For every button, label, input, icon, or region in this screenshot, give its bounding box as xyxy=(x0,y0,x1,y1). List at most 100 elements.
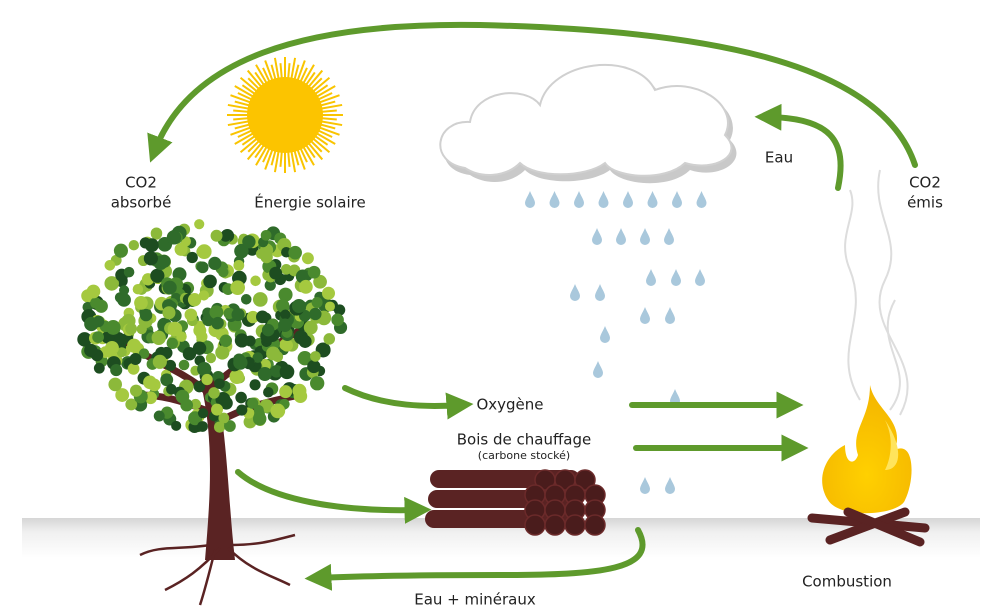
raindrop xyxy=(646,269,656,286)
log-end xyxy=(544,514,566,536)
leaf xyxy=(92,331,104,343)
wood-arrow xyxy=(235,469,432,524)
raindrop xyxy=(592,228,602,245)
leaf xyxy=(214,378,225,389)
leaf xyxy=(321,286,336,300)
leaf xyxy=(125,322,138,335)
leaf xyxy=(211,316,224,329)
leaf xyxy=(104,276,119,291)
leaf xyxy=(143,375,157,390)
smoke xyxy=(844,169,909,416)
leaf xyxy=(297,350,313,366)
leaf xyxy=(209,305,224,320)
sun-disc xyxy=(247,77,323,153)
leaf xyxy=(219,334,233,347)
leaf xyxy=(174,242,188,256)
leaf xyxy=(128,239,140,251)
leaf xyxy=(261,323,275,337)
label: Eau + minéraux xyxy=(414,591,536,609)
leaf xyxy=(333,304,346,316)
leaf xyxy=(208,256,222,270)
log-end xyxy=(584,514,606,536)
leaf xyxy=(125,398,138,411)
leaf xyxy=(117,292,131,307)
leaf xyxy=(136,323,147,335)
leaf xyxy=(138,348,150,359)
leaf xyxy=(205,352,217,364)
leaf xyxy=(213,421,226,433)
leaf xyxy=(263,387,274,398)
oxygen-arrow xyxy=(342,385,474,420)
leaf xyxy=(119,285,130,296)
raindrop xyxy=(664,228,674,245)
leaf xyxy=(196,261,209,274)
water-minerals-arrow xyxy=(304,527,646,591)
leaf xyxy=(311,296,323,308)
label: émis xyxy=(907,194,943,212)
leaf xyxy=(275,299,290,313)
raindrop xyxy=(670,389,680,406)
leaf xyxy=(134,296,148,310)
leaf xyxy=(160,373,174,387)
leaf xyxy=(230,280,246,295)
leaf xyxy=(105,340,119,355)
leaf xyxy=(288,245,302,260)
leaf xyxy=(291,299,306,314)
raindrop xyxy=(616,228,626,245)
leaf xyxy=(293,389,308,403)
log-end xyxy=(564,514,586,536)
leaf xyxy=(208,387,220,399)
raindrop xyxy=(647,191,658,209)
leaf xyxy=(203,274,217,289)
leaf xyxy=(252,352,264,363)
leaf xyxy=(93,362,105,374)
leaf xyxy=(194,219,205,230)
leaf xyxy=(84,316,99,332)
leaf xyxy=(252,292,268,307)
label: absorbé xyxy=(111,194,172,212)
leaf xyxy=(210,229,223,242)
leaf xyxy=(162,306,176,320)
label: Combustion xyxy=(802,573,892,591)
raindrop xyxy=(593,361,603,378)
leaf xyxy=(84,343,98,357)
leaf xyxy=(215,391,231,407)
leaf xyxy=(323,333,336,345)
leaf xyxy=(157,254,171,268)
leaf xyxy=(127,362,140,375)
leaf xyxy=(218,412,230,424)
leaf xyxy=(278,318,292,332)
leaf xyxy=(313,274,327,289)
leaf xyxy=(324,301,335,312)
leaf xyxy=(255,310,269,324)
leaf xyxy=(215,345,230,360)
leaf xyxy=(250,275,261,287)
leaf xyxy=(110,364,123,377)
leaf xyxy=(197,362,212,377)
raindrop xyxy=(696,191,707,209)
label: Bois de chauffage xyxy=(457,431,591,449)
raindrop xyxy=(672,191,682,208)
leaf xyxy=(193,380,206,393)
leaf xyxy=(252,412,267,426)
leaf xyxy=(171,420,182,431)
label: Énergie solaire xyxy=(254,193,365,212)
log-end xyxy=(574,469,596,491)
label: Oxygène xyxy=(476,396,543,414)
leaf xyxy=(151,330,166,345)
leaf xyxy=(260,250,273,264)
leaf xyxy=(310,376,325,391)
leaf xyxy=(307,265,321,279)
logs xyxy=(425,469,606,536)
leaf xyxy=(309,307,322,321)
leaf xyxy=(184,308,198,322)
leaf xyxy=(211,403,223,416)
leaf xyxy=(127,338,142,353)
sun xyxy=(227,57,343,173)
raindrop xyxy=(671,269,681,286)
leaf xyxy=(280,263,292,275)
leaf xyxy=(108,377,123,392)
leaf xyxy=(247,397,259,409)
leaf xyxy=(166,383,177,395)
leaf xyxy=(192,341,207,355)
